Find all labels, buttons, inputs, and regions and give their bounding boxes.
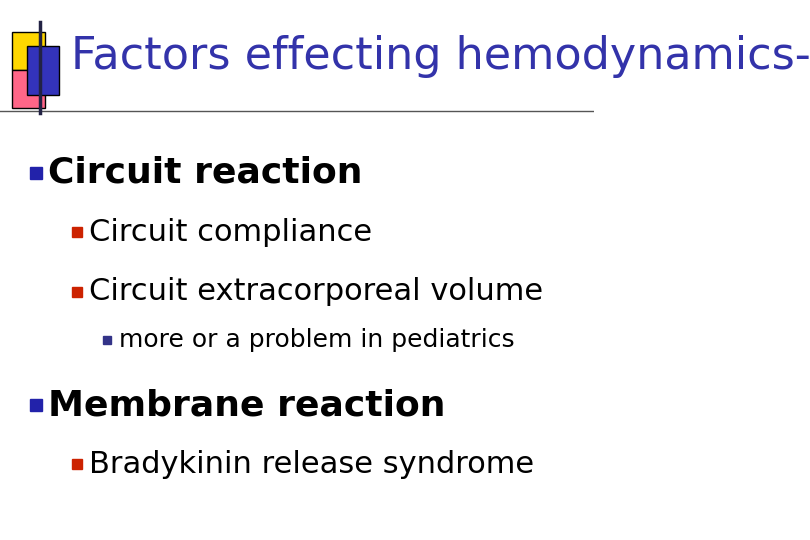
Text: Circuit compliance: Circuit compliance	[89, 218, 373, 247]
Text: Factors effecting hemodynamics-4: Factors effecting hemodynamics-4	[71, 35, 810, 78]
Text: Bradykinin release syndrome: Bradykinin release syndrome	[89, 450, 535, 479]
Text: more or a problem in pediatrics: more or a problem in pediatrics	[119, 328, 514, 352]
Text: Circuit extracorporeal volume: Circuit extracorporeal volume	[89, 277, 544, 306]
FancyBboxPatch shape	[27, 46, 59, 94]
FancyBboxPatch shape	[12, 32, 45, 70]
FancyBboxPatch shape	[12, 70, 45, 108]
Text: Membrane reaction: Membrane reaction	[48, 388, 445, 422]
Text: Circuit reaction: Circuit reaction	[48, 156, 362, 190]
